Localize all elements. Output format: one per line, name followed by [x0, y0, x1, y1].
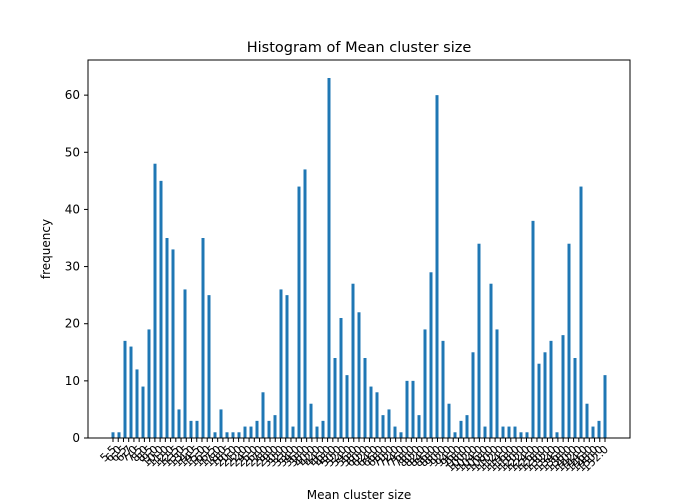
bar [225, 432, 229, 438]
x-axis-label: Mean cluster size [307, 488, 411, 500]
bar [429, 272, 433, 438]
bar [585, 403, 589, 438]
bar [315, 426, 319, 438]
bar [189, 420, 193, 438]
y-tick-label: 20 [65, 317, 80, 331]
bar [357, 312, 361, 438]
bar [411, 380, 415, 438]
bar [201, 238, 205, 438]
bar [321, 420, 325, 438]
y-tick-label: 50 [65, 145, 80, 159]
bar [345, 375, 349, 438]
bar [501, 426, 505, 438]
bar [147, 329, 151, 438]
bar [531, 220, 535, 438]
bar [423, 329, 427, 438]
bar [405, 380, 409, 438]
bars-group [111, 78, 607, 439]
bar [387, 409, 391, 438]
bar [243, 426, 247, 438]
bar [375, 392, 379, 438]
bar [579, 186, 583, 438]
bar [465, 415, 469, 438]
bar [561, 335, 565, 438]
bar [471, 352, 475, 438]
bar [279, 289, 283, 438]
bar [141, 386, 145, 438]
bar [453, 432, 457, 438]
bar [285, 295, 289, 438]
bar [129, 346, 133, 438]
bar [237, 432, 241, 438]
bar [303, 169, 307, 438]
bar [441, 340, 445, 438]
bar [369, 386, 373, 438]
bar [219, 409, 223, 438]
x-ticks: 5.56.06.56.77.07.58.08.59.010.011.012.01… [98, 438, 611, 474]
bar [573, 358, 577, 438]
y-tick-label: 10 [65, 374, 80, 388]
bar [195, 420, 199, 438]
bar [333, 358, 337, 438]
bar [549, 340, 553, 438]
bar [399, 432, 403, 438]
bar [267, 420, 271, 438]
bar [135, 369, 139, 438]
bar [153, 163, 157, 438]
bar [363, 358, 367, 438]
bar [537, 363, 541, 438]
bar [603, 375, 607, 438]
bar [249, 426, 253, 438]
bar [597, 420, 601, 438]
bar [327, 78, 331, 438]
bar [213, 432, 217, 438]
bar [435, 95, 439, 438]
bar [291, 426, 295, 438]
bar [123, 340, 127, 438]
bar [393, 426, 397, 438]
y-tick-label: 30 [65, 260, 80, 274]
bar [513, 426, 517, 438]
bar [489, 283, 493, 438]
bar [477, 243, 481, 438]
bar [381, 415, 385, 438]
bar [351, 283, 355, 438]
bar [567, 243, 571, 438]
bar [555, 432, 559, 438]
bar [543, 352, 547, 438]
bar [111, 432, 115, 438]
bar [591, 426, 595, 438]
y-tick-label: 60 [65, 88, 80, 102]
bar [177, 409, 181, 438]
bar [255, 420, 259, 438]
y-ticks: 0 10 20 30 40 50 60 [65, 88, 88, 445]
bar [309, 403, 313, 438]
plot-frame [87, 59, 631, 439]
bar [459, 420, 463, 438]
bar [483, 426, 487, 438]
bar [525, 432, 529, 438]
bar [231, 432, 235, 438]
bar [165, 238, 169, 438]
bar [297, 186, 301, 438]
chart-title: Histogram of Mean cluster size [247, 40, 472, 56]
y-tick-label: 40 [65, 202, 80, 216]
bar [117, 432, 121, 438]
bar [507, 426, 511, 438]
bar [273, 415, 277, 438]
bar [519, 432, 523, 438]
y-tick-label: 0 [72, 431, 80, 445]
bar [339, 318, 343, 438]
bar [495, 329, 499, 438]
bar [171, 249, 175, 438]
bar [447, 403, 451, 438]
bar [417, 415, 421, 438]
bar [261, 392, 265, 438]
bar [159, 180, 163, 439]
bar [183, 289, 187, 438]
y-axis-label: frequency [39, 219, 53, 279]
bar [207, 295, 211, 438]
